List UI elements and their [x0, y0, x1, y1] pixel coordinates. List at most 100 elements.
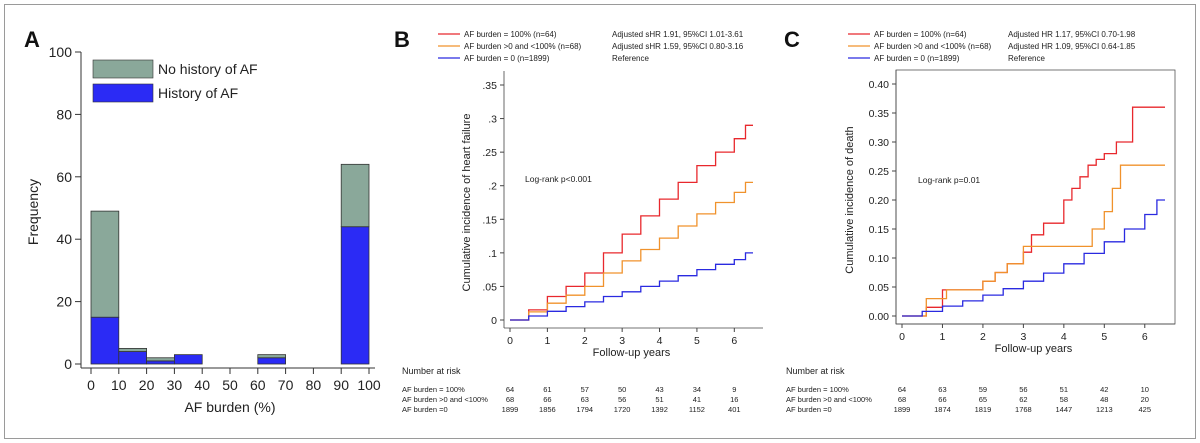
x-tick-label: 0: [507, 335, 513, 347]
x-tick-label: 0: [87, 377, 95, 393]
risk-value: 1856: [539, 405, 556, 414]
risk-value: 1819: [975, 405, 992, 414]
legend-label: History of AF: [158, 85, 238, 101]
risk-value: 63: [581, 395, 589, 404]
legend-label: No history of AF: [158, 61, 258, 77]
y-tick-label: 0.40: [869, 79, 890, 91]
risk-value: 41: [693, 395, 701, 404]
legend-label: AF burden = 100% (n=64): [874, 30, 967, 39]
x-tick-label: 5: [1101, 331, 1107, 343]
risk-row-label: AF burden =0: [402, 405, 448, 414]
legend-label: AF burden = 100% (n=64): [464, 30, 557, 39]
risk-value: 56: [1019, 385, 1027, 394]
x-tick-label: 4: [1061, 331, 1067, 343]
y-axis-title: Cumulative incidence of heart failure: [461, 114, 473, 292]
effect-estimate: Adjusted sHR 1.59, 95%CI 0.80-3.16: [612, 42, 744, 51]
risk-value: 9: [732, 385, 736, 394]
risk-value: 56: [618, 395, 626, 404]
bar-history-of-af: [173, 354, 203, 365]
risk-table-title: Number at risk: [786, 366, 845, 376]
log-rank-annotation: Log-rank p=0.01: [918, 175, 980, 185]
risk-value: 66: [938, 395, 946, 404]
y-tick-label: 0.35: [869, 108, 890, 120]
risk-row-label: AF burden = 100%: [402, 385, 465, 394]
x-tick-label: 70: [278, 377, 294, 393]
risk-value: 43: [655, 385, 663, 394]
x-tick-label: 50: [222, 377, 238, 393]
series-curve: [902, 164, 1165, 317]
risk-value: 63: [938, 385, 946, 394]
y-tick-label: 0.10: [869, 253, 890, 265]
y-tick-label: .05: [482, 281, 497, 293]
series-curve: [510, 124, 753, 321]
risk-value: 66: [543, 395, 551, 404]
y-tick-label: 60: [56, 169, 72, 185]
bar-no-history-of-af: [340, 163, 370, 228]
series-curve: [510, 181, 753, 321]
figure-frame: [4, 4, 1196, 439]
x-tick-label: 6: [1142, 331, 1148, 343]
legend-label: AF burden = 0 (n=1899): [464, 54, 550, 63]
bar-history-of-af: [340, 226, 370, 365]
risk-value: 59: [979, 385, 987, 394]
risk-value: 64: [898, 385, 906, 394]
x-tick-label: 5: [694, 335, 700, 347]
risk-value: 57: [581, 385, 589, 394]
risk-row-label: AF burden =0: [786, 405, 832, 414]
bar-no-history-of-af: [257, 354, 286, 359]
x-tick-label: 2: [980, 331, 986, 343]
risk-value: 58: [1060, 395, 1068, 404]
x-tick-label: 40: [194, 377, 210, 393]
x-tick-label: 80: [306, 377, 322, 393]
x-tick-label: 6: [731, 335, 737, 347]
risk-row-label: AF burden = 100%: [786, 385, 849, 394]
x-tick-label: 0: [899, 331, 905, 343]
legend-label: AF burden >0 and <100% (n=68): [874, 42, 992, 51]
x-axis-title: Follow-up years: [995, 343, 1073, 355]
legend-swatch: [92, 59, 154, 79]
risk-value: 50: [618, 385, 626, 394]
legend-label: AF burden >0 and <100% (n=68): [464, 42, 582, 51]
risk-value: 1720: [614, 405, 631, 414]
risk-value: 425: [1139, 405, 1152, 414]
y-tick-label: .1: [488, 248, 497, 260]
risk-value: 51: [1060, 385, 1068, 394]
y-tick-label: 20: [56, 294, 72, 310]
x-tick-label: 10: [111, 377, 127, 393]
effect-estimate: Reference: [1008, 54, 1045, 63]
y-axis-title: Cumulative incidence of death: [844, 126, 856, 273]
bar-history-of-af: [90, 316, 120, 365]
x-tick-label: 60: [250, 377, 266, 393]
y-tick-label: 40: [56, 231, 72, 247]
x-axis-title: Follow-up years: [593, 347, 671, 359]
y-tick-label: 0.20: [869, 195, 890, 207]
risk-value: 64: [506, 385, 514, 394]
panel-label-b: B: [394, 27, 410, 52]
risk-value: 1768: [1015, 405, 1032, 414]
x-axis-title: AF burden (%): [184, 399, 275, 415]
log-rank-annotation: Log-rank p<0.001: [525, 174, 592, 184]
series-curve: [510, 252, 753, 321]
x-tick-label: 3: [619, 335, 625, 347]
x-tick-label: 90: [333, 377, 349, 393]
risk-value: 1447: [1056, 405, 1073, 414]
risk-value: 1794: [576, 405, 593, 414]
risk-value: 1392: [651, 405, 668, 414]
panel-label-a: A: [24, 27, 40, 52]
risk-row-label: AF burden >0 and <100%: [786, 395, 872, 404]
x-tick-label: 1: [544, 335, 550, 347]
bar-no-history-of-af: [118, 347, 148, 352]
x-tick-label: 2: [582, 335, 588, 347]
x-tick-label: 4: [657, 335, 663, 347]
y-tick-label: 100: [49, 44, 73, 60]
y-tick-label: 80: [56, 106, 72, 122]
x-tick-label: 30: [167, 377, 183, 393]
risk-table-title: Number at risk: [402, 366, 461, 376]
risk-value: 65: [979, 395, 987, 404]
effect-estimate: Adjusted HR 1.09, 95%CI 0.64-1.85: [1008, 42, 1136, 51]
y-tick-label: 0: [491, 315, 497, 327]
risk-value: 1213: [1096, 405, 1113, 414]
y-tick-label: .3: [488, 114, 497, 126]
effect-estimate: Adjusted HR 1.17, 95%CI 0.70-1.98: [1008, 30, 1136, 39]
risk-value: 1899: [502, 405, 519, 414]
